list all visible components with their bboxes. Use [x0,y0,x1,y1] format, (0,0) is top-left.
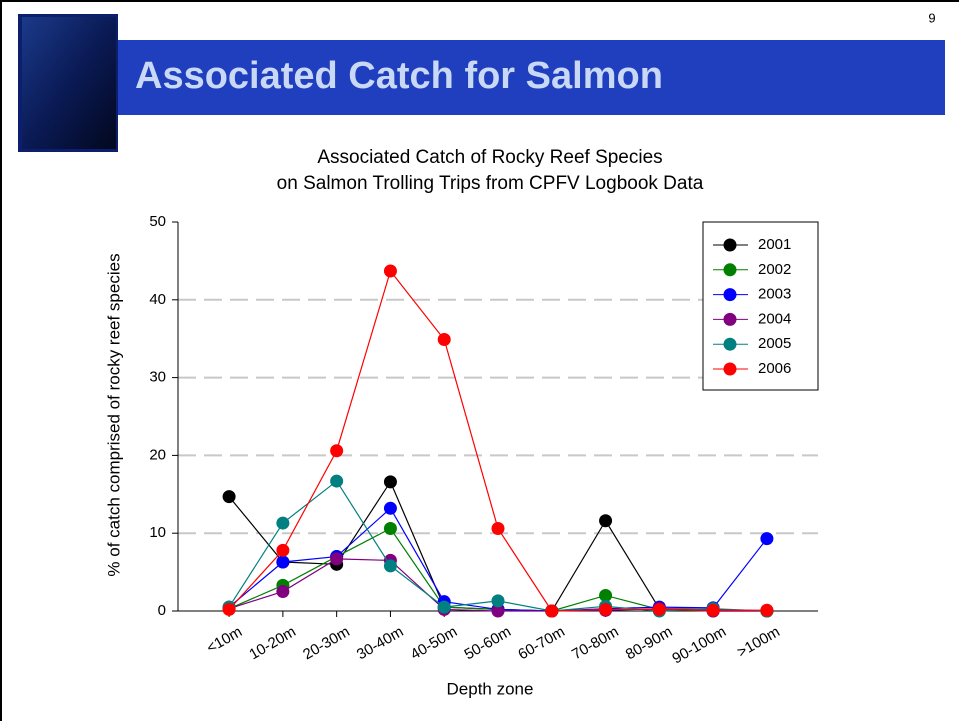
chart-title: Associated Catch of Rocky Reef Species [317,147,662,168]
data-point [223,603,236,616]
y-tick-label: 50 [149,213,166,230]
data-point [384,559,397,572]
data-point [438,601,451,614]
slide: Associated Catch for Salmon 9 Associated… [0,0,959,721]
y-tick-label: 10 [149,524,166,541]
data-point [599,603,612,616]
legend-marker [724,263,737,276]
page-number: 9 [928,10,935,25]
data-point [276,517,289,530]
data-point [653,603,666,616]
data-point [384,475,397,488]
data-point [384,522,397,535]
y-tick-label: 20 [149,446,166,463]
data-point [438,333,451,346]
x-axis-label: Depth zone [447,679,534,698]
legend-label: 2006 [758,360,791,377]
data-point [384,265,397,278]
data-point [599,514,612,527]
legend-marker [724,338,737,351]
data-point [492,594,505,607]
data-point [276,555,289,568]
y-tick-label: 40 [149,291,166,308]
data-point [707,604,720,617]
data-point [223,490,236,503]
data-point [276,544,289,557]
slide-title: Associated Catch for Salmon [135,55,663,97]
data-point [545,605,558,618]
legend-label: 2004 [758,310,791,327]
header-photo [22,17,116,149]
legend-label: 2002 [758,261,791,278]
data-point [760,532,773,545]
legend-label: 2001 [758,236,791,253]
legend-marker [724,313,737,326]
data-point [492,522,505,535]
data-point [384,502,397,515]
data-point [330,475,343,488]
data-point [760,604,773,617]
data-point [276,585,289,598]
chart-title: on Salmon Trolling Trips from CPFV Logbo… [277,173,704,194]
data-point [330,444,343,457]
data-point [330,552,343,565]
legend-label: 2005 [758,335,791,352]
legend-label: 2003 [758,286,791,303]
y-axis-label: % of catch comprised of rocky reef speci… [104,253,123,576]
y-tick-label: 0 [158,602,166,619]
y-tick-label: 30 [149,369,166,386]
legend-marker [724,363,737,376]
legend-marker [724,288,737,301]
legend-marker [724,239,737,252]
